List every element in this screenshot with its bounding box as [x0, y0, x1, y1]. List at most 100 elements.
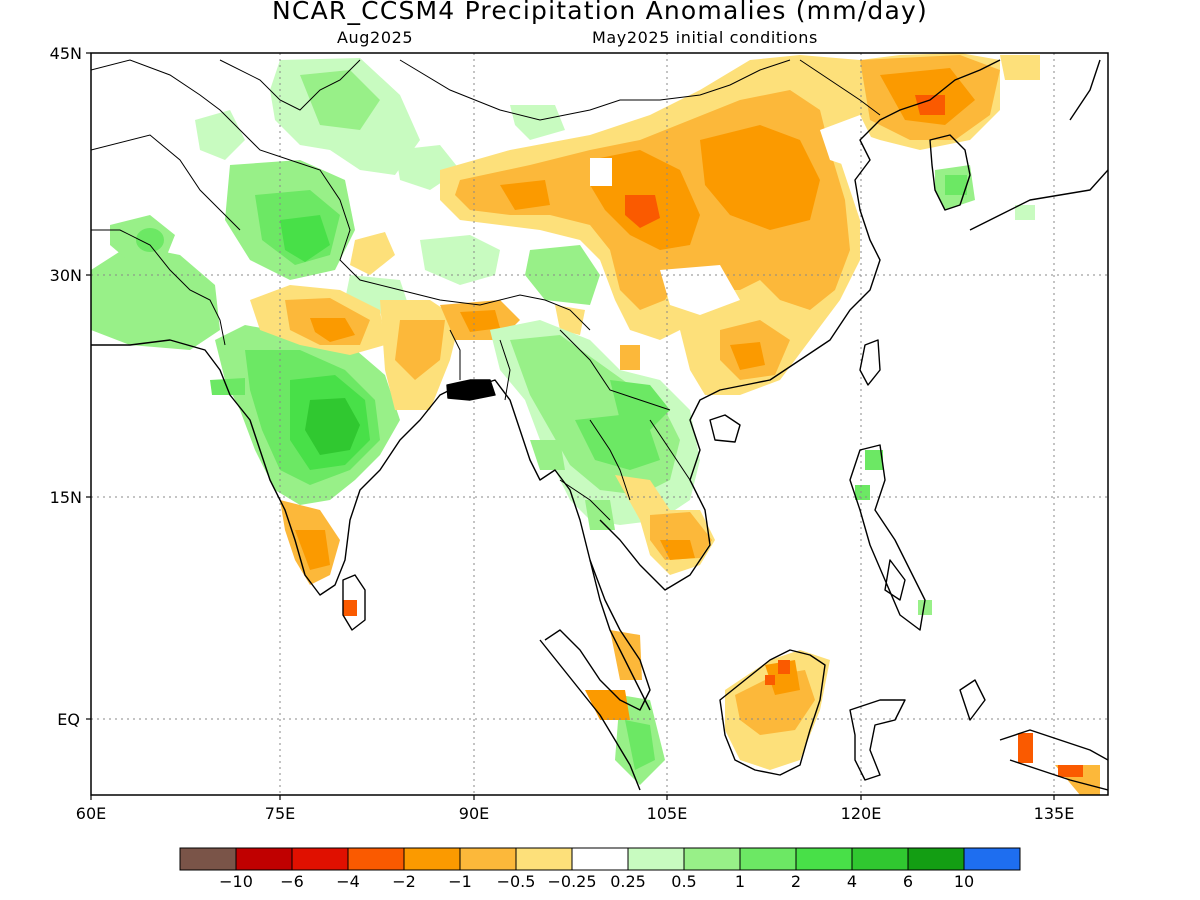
axis-ticks — [86, 52, 1055, 800]
anomaly-patch — [660, 265, 740, 315]
coast-line — [859, 339, 881, 386]
anomaly-patch — [136, 228, 164, 252]
anomaly-patch — [1000, 55, 1040, 80]
anomaly-patch — [1058, 765, 1083, 777]
anomaly-patch — [305, 398, 360, 455]
border-line — [399, 59, 791, 121]
colorbar-label: 2 — [791, 872, 801, 891]
anomaly-patch — [625, 195, 660, 228]
colorbar-label: 4 — [847, 872, 857, 891]
lat-label: 45N — [50, 44, 82, 63]
anomaly-patch — [555, 305, 585, 335]
border-line — [799, 59, 881, 116]
anomaly-patch — [525, 245, 600, 305]
lat-label: EQ — [57, 710, 80, 729]
anomaly-patch — [765, 675, 775, 685]
colorbar-label: 1 — [735, 872, 745, 891]
border-line — [449, 329, 461, 380]
coast-line — [342, 574, 366, 631]
colorbar-swatch — [963, 847, 1021, 871]
coast-line — [719, 649, 826, 776]
anomaly-patch — [585, 690, 630, 720]
anomaly-patch — [865, 450, 883, 470]
coast-line — [599, 59, 1001, 591]
anomaly-patch — [610, 630, 642, 680]
anomaly-patch — [855, 485, 870, 500]
country-borders — [91, 59, 881, 521]
colorbar-label: −2 — [392, 872, 416, 891]
anomaly-patch — [210, 378, 245, 395]
coast-line — [1009, 759, 1108, 791]
border-line — [91, 59, 591, 331]
anomaly-patch — [585, 500, 615, 530]
anomaly-patch — [395, 320, 445, 380]
anomaly-patch — [765, 660, 800, 695]
coast-line — [1069, 59, 1101, 121]
grid-lines — [91, 53, 1108, 795]
colorbar-label: −10 — [219, 872, 253, 891]
border-line — [589, 419, 631, 501]
colorbar-swatch — [179, 847, 237, 871]
colorbar-swatch — [459, 847, 517, 871]
lat-label: 30N — [50, 266, 82, 285]
coast-line — [849, 699, 906, 781]
coast-line — [884, 559, 906, 601]
coast-line — [589, 559, 651, 711]
lon-label: 90E — [459, 804, 489, 823]
coast-line — [969, 169, 1108, 231]
lon-label: 60E — [76, 804, 106, 823]
colorbar-label: −6 — [280, 872, 304, 891]
anomaly-patch — [620, 345, 640, 370]
anomaly-patch — [610, 380, 670, 430]
anomaly-patch — [295, 530, 330, 570]
anomaly-patch — [660, 540, 695, 560]
anomaly-patch — [350, 232, 395, 275]
colorbar-label: −4 — [336, 872, 360, 891]
anomaly-patch — [918, 600, 932, 615]
anomaly-patch — [590, 158, 612, 186]
anomaly-patch — [343, 600, 357, 616]
anomaly-patch — [300, 70, 380, 130]
map-frame — [90, 52, 1109, 796]
colorbar-swatch — [347, 847, 405, 871]
lon-label: 75E — [265, 804, 295, 823]
colorbar-swatch — [403, 847, 461, 871]
anomaly-patch — [510, 105, 565, 140]
border-line — [91, 229, 226, 346]
coast-line — [849, 444, 926, 631]
anomaly-patch — [915, 95, 945, 115]
colorbar-label: −0.25 — [547, 872, 596, 891]
colorbar-swatch — [515, 847, 573, 871]
colorbar: −10 −6 −4 −2 −1 −0.5 −0.25 0.25 0.5 1 2 4 6 10 — [179, 847, 1021, 891]
lon-label: 120E — [841, 804, 882, 823]
anomaly-patch — [280, 215, 330, 262]
colorbar-swatch — [571, 847, 629, 871]
anomaly-patch — [530, 440, 565, 470]
coast-line — [999, 729, 1108, 761]
anomaly-patch — [778, 660, 790, 674]
forecast-month: Aug2025 — [337, 28, 414, 47]
anomaly-patch — [195, 110, 245, 160]
coast-line — [709, 414, 741, 443]
coast-line — [959, 679, 986, 721]
border-line — [559, 329, 671, 411]
colorbar-swatch — [907, 847, 965, 871]
anomaly-patch — [945, 175, 967, 195]
colorbar-swatch — [851, 847, 909, 871]
border-line — [219, 59, 361, 111]
border-line — [499, 339, 511, 401]
colorbar-label: −0.5 — [497, 872, 536, 891]
anomaly-patch — [310, 318, 355, 342]
coastlines — [91, 59, 1108, 791]
lat-label: 15N — [50, 488, 82, 507]
anomaly-patch — [500, 180, 550, 210]
coast-line — [929, 134, 971, 211]
colorbar-label: 0.5 — [671, 872, 696, 891]
anomaly-patch — [91, 245, 220, 350]
anomaly-patch — [700, 125, 820, 230]
map-title: NCAR_CCSM4 Precipitation Anomalies (mm/d… — [272, 0, 928, 25]
colorbar-label: 10 — [954, 872, 974, 891]
colorbar-swatch — [795, 847, 853, 871]
colorbar-label: −1 — [448, 872, 472, 891]
